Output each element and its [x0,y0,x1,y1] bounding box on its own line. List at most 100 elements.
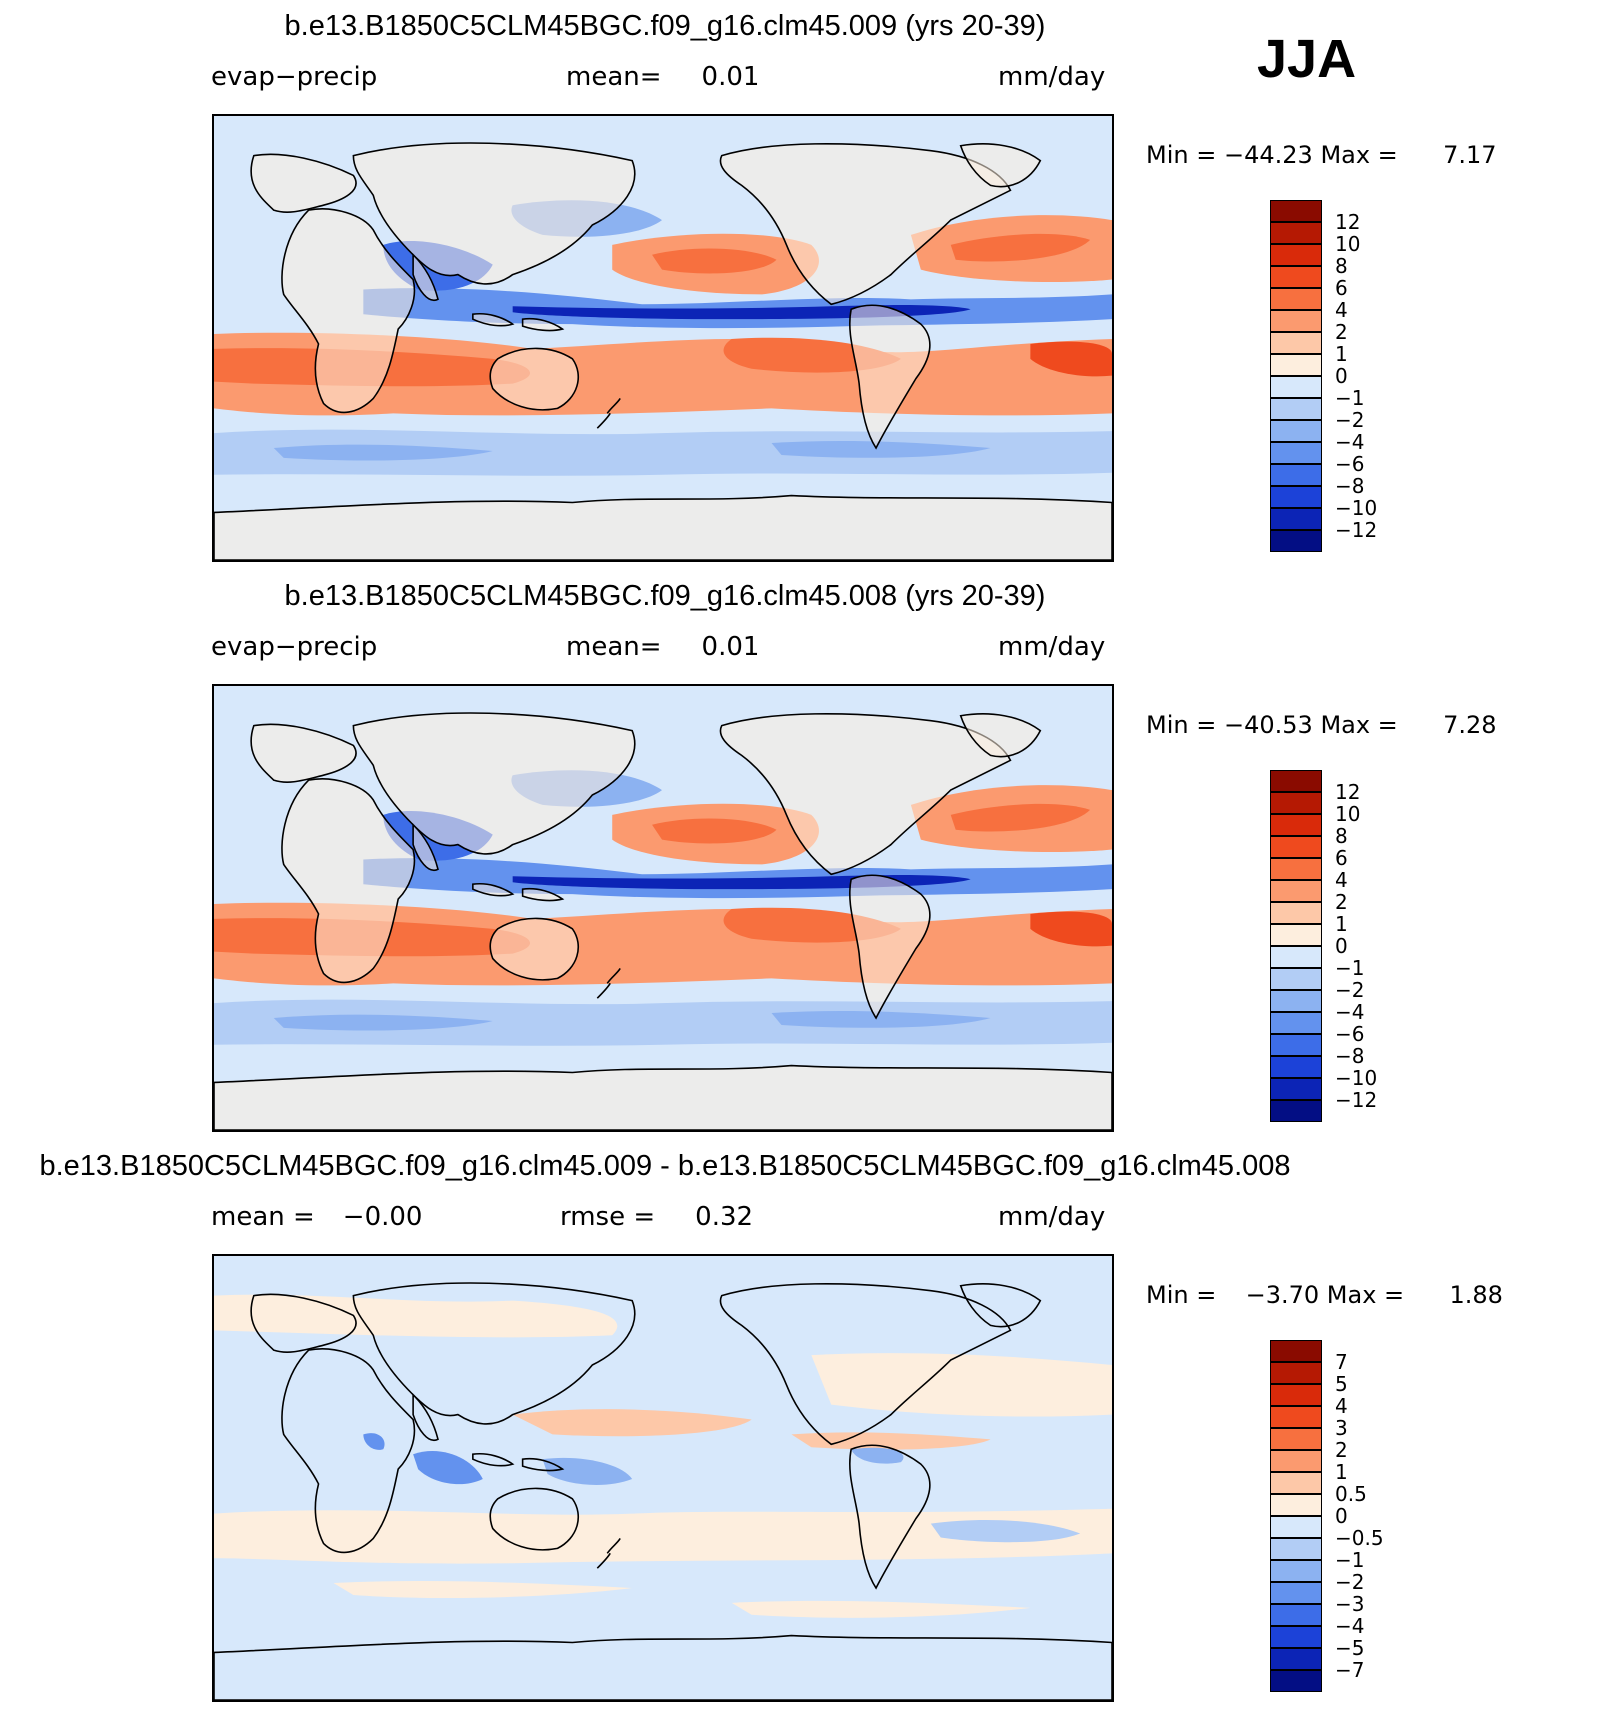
color-bar-label: −12 [1335,518,1378,542]
min-max-readout: Min = −3.70 Max = 1.88 [1146,1281,1503,1309]
color-bar-label: 1 [1335,1460,1348,1484]
color-bar-swatch [1270,244,1322,266]
coastline [250,153,357,213]
storm-track-core [273,1014,493,1031]
color-bar-label: 8 [1335,254,1348,278]
color-bar-label: 10 [1335,802,1361,826]
difference-region [791,1432,991,1450]
color-bar-swatch [1270,1340,1322,1362]
coastline [849,874,931,1020]
color-bar-swatch [1270,1538,1322,1560]
color-bar-swatch [1270,836,1322,858]
coastline [352,142,636,285]
color-bar-label: 6 [1335,846,1348,870]
color-bar-label: −2 [1335,1570,1365,1594]
color-bar-swatch [1270,420,1322,442]
coastline [281,208,416,414]
difference-region [930,1519,1081,1543]
panel-case-008: b.e13.B1850C5CLM45BGC.f09_g16.clm45.008 … [0,570,1605,1140]
mean-readout: mean= 0.01 [566,62,759,92]
color-bar-label: −10 [1335,1066,1378,1090]
map-canvas [214,116,1112,560]
min-value: −3.70 [1245,1281,1320,1309]
color-bar-label: −1 [1335,386,1365,410]
color-bar-swatch [1270,1670,1322,1692]
max-value: 1.88 [1449,1281,1503,1309]
min-label: Min = [1146,711,1217,739]
color-bar-label: 0 [1335,934,1348,958]
panel-difference: b.e13.B1850C5CLM45BGC.f09_g16.clm45.009 … [0,1140,1605,1710]
color-bar-label: 1 [1335,912,1348,936]
color-bar-label: 0 [1335,364,1348,388]
difference-region [512,1409,752,1437]
coastline [472,312,515,327]
units-label: mm/day [998,62,1106,92]
color-bar-label: 12 [1335,210,1361,234]
coastline [412,252,439,302]
color-bar-label: 4 [1335,868,1348,892]
color-bar-swatch [1270,1100,1322,1122]
coastline [521,1457,565,1472]
color-bar-label: −4 [1335,1000,1365,1024]
difference-region [363,1433,385,1450]
coastline [959,143,1042,188]
color-bar-label: −1 [1335,1548,1365,1572]
positive-core [652,248,777,274]
color-bar-swatch [1270,1494,1322,1516]
panel-case-009: b.e13.B1850C5CLM45BGC.f09_g16.clm45.009 … [0,0,1605,570]
color-bar-label: −2 [1335,408,1365,432]
color-bar-label: 2 [1335,1438,1348,1462]
panel-title: b.e13.B1850C5CLM45BGC.f09_g16.clm45.009 … [284,10,1046,42]
color-bar-swatch [1270,880,1322,902]
coastline [849,304,931,450]
coastline [472,882,515,897]
storm-track-core [771,441,991,458]
positive-core [1030,911,1112,947]
color-bar-label: 6 [1335,276,1348,300]
color-bar-swatch [1270,1626,1322,1648]
positive-core [950,233,1091,262]
color-bar-label: −12 [1335,1088,1378,1112]
min-value: −44.23 [1223,141,1313,169]
color-bar-swatch [1270,1406,1322,1428]
mean-value: 0.01 [701,62,760,92]
difference-region [542,1457,633,1485]
color-bar-label: −1 [1335,956,1365,980]
color-bar-label: 2 [1335,320,1348,344]
color-bar-swatch [1270,946,1322,968]
units-label: mm/day [998,632,1106,662]
variable-label: evap−precip [211,62,378,92]
color-bar-label: 8 [1335,824,1348,848]
mean-label: mean= [566,632,662,662]
color-bar-label: 4 [1335,298,1348,322]
coastline [959,1283,1042,1328]
difference-region [413,1451,483,1485]
difference-region [811,1353,1112,1417]
color-bar-label: 5 [1335,1372,1348,1396]
color-bar-swatch [1270,332,1322,354]
min-label: Min = [1146,141,1217,169]
color-bar-swatch [1270,464,1322,486]
rmse-value: 0.32 [695,1202,754,1232]
positive-core [652,818,777,844]
color-bar-swatch [1270,288,1322,310]
coastline [352,1282,636,1425]
color-bar-swatch [1270,858,1322,880]
color-bar-label: 0.5 [1335,1482,1367,1506]
color-bar-swatch [1270,1582,1322,1604]
season-label: JJA [1257,29,1357,89]
coastline [596,1538,621,1569]
coastline [214,494,1112,560]
min-label: Min = [1146,1281,1217,1309]
color-bar-label: −3 [1335,1592,1365,1616]
color-bar-swatch [1270,266,1322,288]
coastline [489,347,580,411]
map-canvas [214,686,1112,1130]
color-bar-swatch [1270,530,1322,552]
color-bar-label: −8 [1335,1044,1365,1068]
color-bar-swatch [1270,770,1322,792]
mean-value: 0.01 [701,632,760,662]
color-bar-swatch [1270,398,1322,420]
color-bar-swatch [1270,902,1322,924]
min-max-readout: Min = −40.53 Max = 7.28 [1146,711,1497,739]
